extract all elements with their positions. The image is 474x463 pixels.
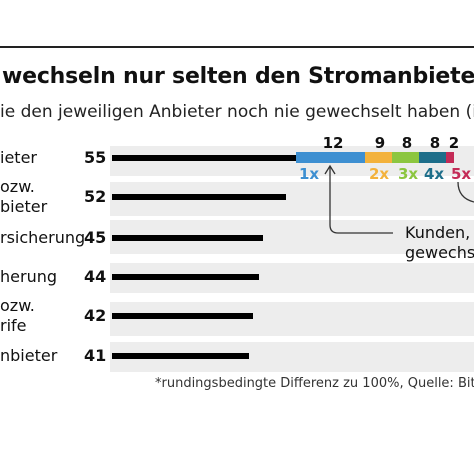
bar <box>112 274 259 280</box>
breakdown-segment-4x <box>419 152 446 163</box>
value-label: 45 <box>84 228 107 247</box>
source-footnote: *rundingsbedingte Differenz zu 100%, Que… <box>155 376 474 391</box>
category-label: ieter <box>0 148 37 167</box>
category-label: rsicherung <box>0 228 86 247</box>
value-label: 55 <box>84 148 107 167</box>
annotation-line-1: Kunden, d <box>405 223 474 242</box>
value-label: 41 <box>84 346 107 365</box>
bar <box>112 235 263 241</box>
chart-title: wechseln nur selten den Stromanbieter <box>2 64 474 89</box>
breakdown-segment-3x <box>392 152 419 163</box>
row-background <box>110 302 474 336</box>
chart-subtitle: ie den jeweiligen Anbieter noch nie gewe… <box>0 102 474 122</box>
annotation-line-2: gewechs <box>405 243 474 262</box>
bar <box>112 353 249 359</box>
category-label: nbieter <box>0 346 58 365</box>
breakdown-value-3x: 8 <box>401 134 413 152</box>
category-label: ozw. rife <box>0 296 35 335</box>
breakdown-segment-1x <box>296 152 365 163</box>
value-label: 42 <box>84 306 107 325</box>
breakdown-value-4x: 8 <box>429 134 441 152</box>
bar <box>112 155 296 161</box>
breakdown-label-1x: 1x <box>298 165 320 183</box>
breakdown-value-2x: 9 <box>374 134 386 152</box>
breakdown-label-5x: 5x <box>450 165 472 183</box>
breakdown-value-1x: 12 <box>322 134 344 152</box>
category-label: ozw. bieter <box>0 177 48 216</box>
breakdown-label-2x: 2x <box>368 165 390 183</box>
breakdown-segment-2x <box>365 152 392 163</box>
bar <box>112 313 253 319</box>
bar <box>112 194 286 200</box>
breakdown-label-3x: 3x <box>397 165 419 183</box>
category-label: herung <box>0 267 57 286</box>
top-rule <box>0 46 474 48</box>
breakdown-label-4x: 4x <box>423 165 445 183</box>
breakdown-value-5x: 2 <box>448 134 460 152</box>
value-label: 52 <box>84 187 107 206</box>
breakdown-segment-5x <box>446 152 454 163</box>
value-label: 44 <box>84 267 107 286</box>
